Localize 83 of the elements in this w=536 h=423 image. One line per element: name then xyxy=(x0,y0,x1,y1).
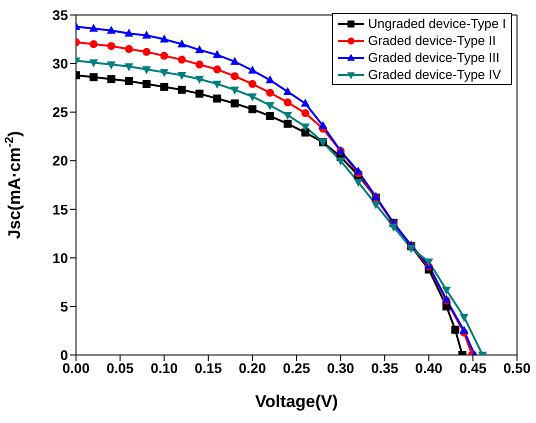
point xyxy=(142,80,151,88)
x-axis-title: Voltage(V) xyxy=(255,392,338,411)
point xyxy=(248,105,256,114)
x-tick-label: 0.20 xyxy=(238,360,266,376)
x-tick-label: 0.30 xyxy=(326,360,354,376)
y-tick-label: 20 xyxy=(52,152,68,169)
point xyxy=(195,90,204,98)
point xyxy=(124,28,134,37)
y-tick-label: 15 xyxy=(52,201,68,218)
x-tick-label: 0.15 xyxy=(194,360,222,376)
legend-label: Graded device-Type III xyxy=(368,49,500,66)
point xyxy=(460,314,468,322)
x-tick-label: 0.45 xyxy=(459,360,487,376)
point xyxy=(354,166,363,175)
x-tick-label: 0.05 xyxy=(106,360,134,376)
point xyxy=(230,72,239,80)
point xyxy=(284,120,292,128)
point xyxy=(336,158,345,166)
point xyxy=(178,56,186,64)
y-tick-label: 30 xyxy=(52,56,68,72)
x-tick-label: 0.40 xyxy=(415,360,443,376)
point xyxy=(107,42,116,50)
point xyxy=(160,69,169,78)
point xyxy=(230,86,240,95)
point xyxy=(451,326,460,334)
point xyxy=(90,73,98,82)
point xyxy=(160,52,168,60)
point xyxy=(142,66,151,74)
point xyxy=(107,75,116,84)
point xyxy=(354,178,363,187)
point xyxy=(195,76,204,84)
point xyxy=(160,34,169,42)
legend-label: Graded device-Type II xyxy=(368,32,496,49)
point xyxy=(213,65,222,74)
point xyxy=(248,66,257,74)
point xyxy=(248,93,257,102)
x-tick-label: 0.10 xyxy=(150,360,178,376)
point xyxy=(406,244,416,253)
legend-label: Graded device-Type IV xyxy=(368,66,501,83)
point xyxy=(195,45,204,54)
point xyxy=(266,102,274,110)
point xyxy=(371,201,380,210)
point xyxy=(142,30,151,39)
point xyxy=(89,59,98,68)
x-tick-label: 0.35 xyxy=(371,360,399,376)
point xyxy=(177,39,186,48)
point xyxy=(301,128,310,137)
point xyxy=(178,86,186,94)
point xyxy=(442,286,451,295)
legend-label: Ungraded device-Type I xyxy=(368,15,506,32)
point xyxy=(301,109,310,118)
point xyxy=(160,82,168,91)
point xyxy=(248,80,256,88)
point xyxy=(124,63,134,72)
point xyxy=(212,80,222,89)
point xyxy=(195,60,204,69)
point xyxy=(283,112,292,120)
y-tick-label: 10 xyxy=(52,250,68,266)
point xyxy=(318,120,328,129)
point xyxy=(124,77,133,86)
y-tick-label: 5 xyxy=(60,298,68,314)
y-tick-label: 35 xyxy=(52,6,68,23)
x-tick-label: 0.25 xyxy=(282,360,310,376)
point xyxy=(90,40,98,48)
point xyxy=(284,98,292,106)
x-tick-label: 0.50 xyxy=(503,360,531,376)
point xyxy=(389,224,398,232)
point xyxy=(106,61,116,70)
point xyxy=(89,24,98,32)
point xyxy=(212,50,222,58)
point xyxy=(142,48,151,56)
y-tick-label: 25 xyxy=(52,104,68,120)
point xyxy=(230,56,240,65)
point xyxy=(213,94,222,103)
point xyxy=(177,72,186,80)
point xyxy=(124,45,133,53)
point xyxy=(460,326,468,334)
point xyxy=(266,75,274,84)
point xyxy=(300,98,310,107)
point xyxy=(266,88,274,97)
point xyxy=(266,112,274,120)
point xyxy=(230,99,239,108)
point xyxy=(106,26,116,34)
